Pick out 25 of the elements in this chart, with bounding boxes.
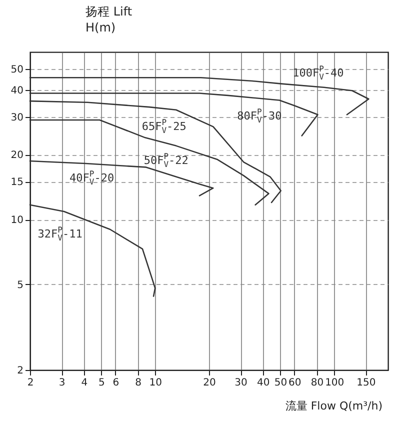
x-tick-label: 10 xyxy=(149,378,162,388)
x-tick-label: 40 xyxy=(257,378,270,388)
y-axis-title: 扬程 Lift H(m) xyxy=(86,4,132,34)
x-tick-label: 60 xyxy=(288,378,302,388)
y-tick-label: 50 xyxy=(10,64,24,76)
y-tick-label: 5 xyxy=(17,280,24,291)
x-tick-label: 5 xyxy=(98,378,105,388)
y-tick-label: 40 xyxy=(10,85,24,96)
y-tick-label: 15 xyxy=(10,177,24,188)
x-tick-label: 20 xyxy=(203,378,216,388)
x-tick-label: 2 xyxy=(27,378,34,388)
x-axis-title: 流量 Flow Q(m³/h) xyxy=(285,400,382,412)
y-tick-label: 10 xyxy=(10,215,24,226)
y-tick-label: 30 xyxy=(10,112,24,124)
y-tick-label: 20 xyxy=(10,150,24,162)
x-tick-label: 4 xyxy=(81,378,88,388)
x-tick-label: 3 xyxy=(58,378,66,388)
x-tick-label: 80 xyxy=(310,378,324,388)
x-tick-label: 8 xyxy=(135,378,142,388)
x-tick-label: 50 xyxy=(274,378,288,388)
y-tick-label: 2 xyxy=(17,366,24,376)
x-tick-label: 100 xyxy=(325,378,344,388)
x-tick-label: 150 xyxy=(356,378,376,388)
x-tick-label: 30 xyxy=(234,378,248,388)
x-tick-label: 6 xyxy=(112,378,120,388)
